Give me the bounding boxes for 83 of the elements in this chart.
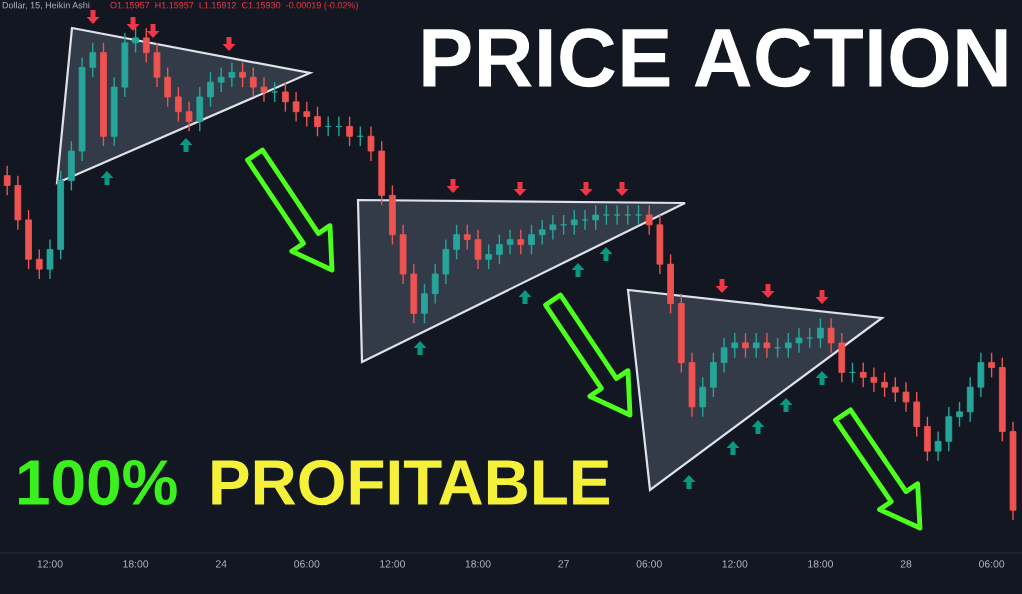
candlestick [913,391,921,438]
candlestick [859,361,867,388]
candlestick [132,27,139,54]
x-tick-label: 06:00 [294,560,320,568]
candlestick [100,42,107,147]
candlestick [592,204,600,231]
candlestick [603,204,610,226]
candlestick [1009,420,1017,521]
candlestick [838,332,846,383]
candlestick [378,140,386,206]
candlestick [881,371,888,398]
x-tick-label: 27 [558,560,569,568]
candlestick [817,317,824,349]
candlestick [303,101,311,128]
x-tick-label: 12:00 [722,560,748,568]
candlestick [752,332,760,359]
annotation: 100% [19,459,177,506]
candlestick [25,209,32,270]
candlestick [46,238,54,280]
x-tick-label: 06:00 [636,560,662,568]
x-tick-label: 12:00 [37,560,63,568]
candlestick [207,71,214,108]
candlestick [463,224,471,251]
candlestick [153,42,161,88]
candlestick [260,76,268,103]
candlestick [645,204,653,236]
candlestick [314,106,321,137]
candlestick [806,327,814,349]
candlestick [570,209,578,236]
text: Dollar, 15, Heikin Ashi [2,1,90,10]
annotation: PRICE ACTION [423,28,1007,88]
candlestick [367,125,375,162]
candlestick [688,352,696,418]
candlestick [795,327,803,354]
candlestick [346,115,353,147]
candlestick [57,170,65,260]
candlestick [410,263,418,324]
candlestick [902,381,910,413]
candlestick [517,229,525,256]
candlestick [89,42,97,78]
x-tick-label: 24 [215,560,227,568]
candlestick [185,101,193,133]
x-tick-label: 12:00 [380,560,406,568]
candlestick [485,243,493,270]
text: O1.15957 H1.15957 L1.15912 C1.15930 -0.00019 (-0.02%) [110,1,358,11]
candlestick [496,233,503,265]
candlestick [891,376,899,403]
candlestick [956,401,963,428]
candlestick [175,86,182,123]
candlestick [528,224,535,256]
candlestick [282,81,289,113]
candlestick [784,332,792,359]
candlestick [710,352,717,398]
candlestick [506,229,514,256]
candlestick [249,66,257,98]
candlestick [453,224,460,260]
candlestick [239,61,246,88]
x-tick-label: 18:00 [123,560,149,568]
candlestick [731,332,739,359]
candlestick [474,229,482,270]
x-tick-label: 18:00 [808,560,834,568]
candlestick [677,293,685,374]
x-tick-label: 28 [900,560,912,568]
x-tick-label: 18:00 [465,560,491,568]
candlestick [164,66,172,108]
candlestick [977,352,985,398]
candlestick [399,224,407,285]
candlestick [142,27,150,64]
candlestick [924,416,931,462]
candlestick [624,204,632,226]
candlestick [271,81,279,103]
candlestick [742,332,749,359]
candlestick [35,248,43,280]
x-tick-label: 06:00 [978,560,1005,568]
candlestick [196,86,204,133]
candlestick [998,356,1006,443]
candlestick [292,91,300,123]
candlestick [78,56,86,162]
candlestick [68,140,75,192]
annotation: PROFITABLE [212,459,609,506]
candlestick [421,283,428,324]
candlestick [988,352,995,379]
candlestick [699,376,707,418]
